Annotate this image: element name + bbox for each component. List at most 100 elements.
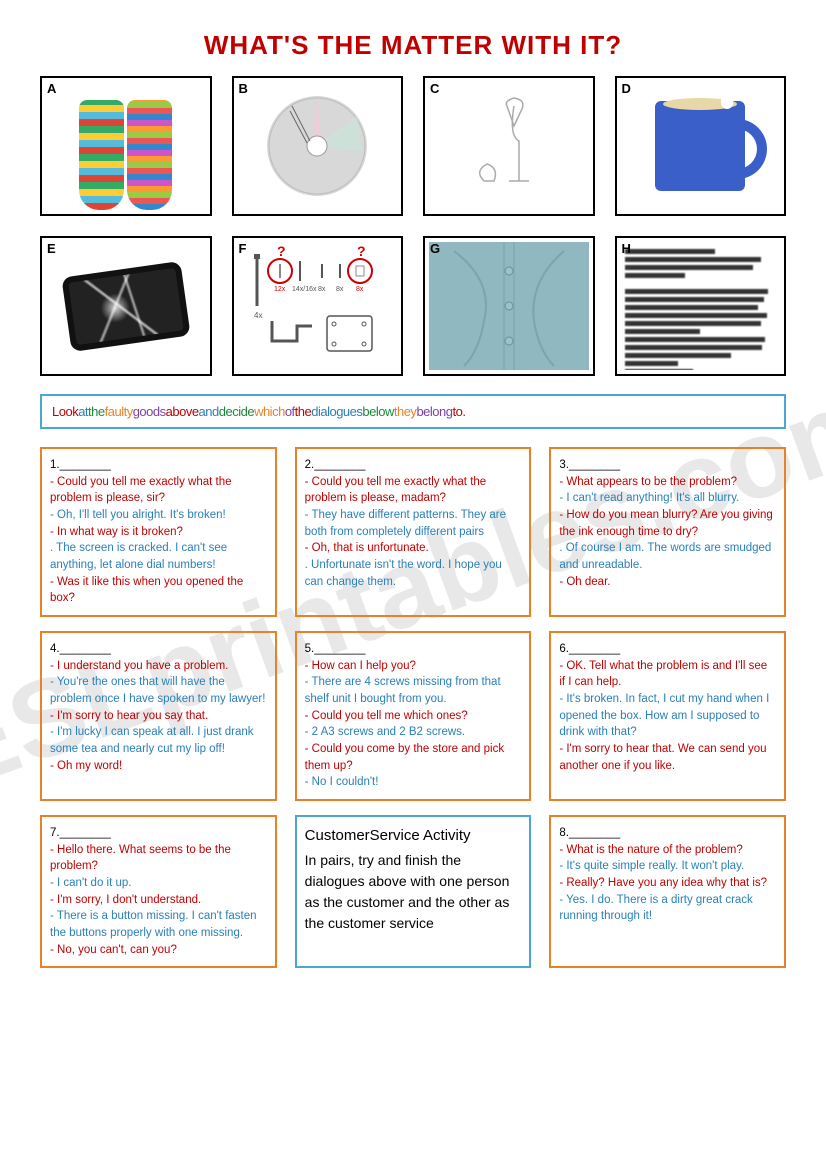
dialogue-line: - Oh, I'll tell you alright. It's broken… <box>50 507 267 524</box>
instruction-word: dialogues <box>311 404 362 419</box>
svg-text:4x: 4x <box>254 311 262 320</box>
image-card-h: H <box>615 236 787 376</box>
dialogue-number: 8.________ <box>559 827 620 839</box>
image-card-e: E <box>40 236 212 376</box>
dialogue-number: 7.________ <box>50 827 111 839</box>
instruction-word: below <box>362 404 393 419</box>
dialogue-line: - Hello there. What seems to be the prob… <box>50 842 267 875</box>
image-card-a: A <box>40 76 212 216</box>
dialogue-number: 3.________ <box>559 459 620 471</box>
image-letter: D <box>622 81 631 96</box>
image-letter: E <box>47 241 56 256</box>
dialogue-line: - I'm sorry to hear you say that. <box>50 708 267 725</box>
image-card-b: B <box>232 76 404 216</box>
dialogue-line: - You're the ones that will have the pro… <box>50 674 267 707</box>
instruction-word: they <box>394 404 417 419</box>
instruction-word: faulty <box>105 404 133 419</box>
dialogue-line: - Could you tell me which ones? <box>305 708 522 725</box>
image-letter: G <box>430 241 440 256</box>
instruction-word: above <box>166 404 199 419</box>
image-shirt <box>429 242 589 370</box>
dialogue-box: 2.________ - Could you tell me exactly wh… <box>295 447 532 617</box>
svg-text:8x: 8x <box>318 286 326 293</box>
instruction-word: of <box>285 404 295 419</box>
image-card-f: F 4x ? 12x 14x/16x 8x 8x ? <box>232 236 404 376</box>
dialogue-number: 6.________ <box>559 643 620 655</box>
image-grid: A B C <box>40 76 786 376</box>
svg-text:14x/16x: 14x/16x <box>292 286 317 293</box>
dialogue-line: - They have different patterns. They are… <box>305 507 522 540</box>
dialogue-line: - I'm sorry, I don't understand. <box>50 892 267 909</box>
instruction-box: Lookatthefaultygoodsaboveanddecidewhicho… <box>40 394 786 429</box>
svg-text:?: ? <box>357 246 366 259</box>
activity-title: CustomerService Activity <box>305 825 522 848</box>
dialogue-line: - I'm lucky I can speak at all. I just d… <box>50 724 267 757</box>
instruction-word: to. <box>452 404 465 419</box>
image-screws: 4x ? 12x 14x/16x 8x 8x ? 8x <box>238 242 398 370</box>
svg-text:8x: 8x <box>336 286 344 293</box>
dialogue-line: - 2 A3 screws and 2 B2 screws. <box>305 724 522 741</box>
dialogue-line: - I can't read anything! It's all blurry… <box>559 490 776 507</box>
activity-body: In pairs, try and finish the dialogues a… <box>305 850 522 934</box>
dialogue-line: . Of course I am. The words are smudged … <box>559 540 776 573</box>
image-socks <box>46 82 206 210</box>
dialogue-line: - I understand you have a problem. <box>50 658 267 675</box>
dialogue-number: 5.________ <box>305 643 366 655</box>
dialogue-line: . The screen is cracked. I can't see any… <box>50 540 267 573</box>
instruction-word: decide <box>219 404 254 419</box>
dialogue-line: - How do you mean blurry? Are you giving… <box>559 507 776 540</box>
dialogue-line: - I'm sorry to hear that. We can send yo… <box>559 741 776 774</box>
dialogue-line: - Could you tell me exactly what the pro… <box>305 474 522 507</box>
dialogue-box: 1.________ - Could you tell me exactly wh… <box>40 447 277 617</box>
image-mug <box>621 82 781 210</box>
dialogue-box: 5.________ - How can I help you?- There a… <box>295 631 532 801</box>
instruction-word: and <box>199 404 219 419</box>
dialogue-line: - No, you can't, can you? <box>50 942 267 959</box>
dialogue-line: - There are 4 screws missing from that s… <box>305 674 522 707</box>
dialogue-line: - In what way is it broken? <box>50 524 267 541</box>
dialogue-line: - Could you come by the store and pick t… <box>305 741 522 774</box>
dialogue-line: - No I couldn't! <box>305 774 522 791</box>
image-card-c: C <box>423 76 595 216</box>
dialogue-line: - Really? Have you any idea why that is? <box>559 875 776 892</box>
dialogue-number: 1.________ <box>50 459 111 471</box>
dialogue-line: - Could you tell me exactly what the pro… <box>50 474 267 507</box>
dialogue-line: - What is the nature of the problem? <box>559 842 776 859</box>
instruction-word: belong <box>416 404 452 419</box>
dialogue-box: 8.________ - What is the nature of the pr… <box>549 815 786 968</box>
image-letter: A <box>47 81 56 96</box>
activity-box: CustomerService ActivityIn pairs, try an… <box>295 815 532 968</box>
image-card-g: G <box>423 236 595 376</box>
dialogue-line: - Yes. I do. There is a dirty great crac… <box>559 892 776 925</box>
dialogue-line: - There is a button missing. I can't fas… <box>50 908 267 941</box>
instruction-word: at <box>78 404 88 419</box>
dialogue-line: - It's quite simple really. It won't pla… <box>559 858 776 875</box>
dialogue-box: 7.________ - Hello there. What seems to b… <box>40 815 277 968</box>
dialogue-box: 6.________ - OK. Tell what the problem is… <box>549 631 786 801</box>
image-letter: B <box>239 81 248 96</box>
svg-text:8x: 8x <box>356 286 364 293</box>
image-letter: C <box>430 81 439 96</box>
dialogue-line: - How can I help you? <box>305 658 522 675</box>
instruction-word: the <box>88 404 105 419</box>
image-card-d: D <box>615 76 787 216</box>
svg-text:?: ? <box>277 246 286 259</box>
instruction-word: goods <box>133 404 166 419</box>
image-glass <box>429 82 589 210</box>
dialogue-line: - Was it like this when you opened the b… <box>50 574 267 607</box>
image-letter: F <box>239 241 247 256</box>
dialogue-line: - It's broken. In fact, I cut my hand wh… <box>559 691 776 741</box>
dialogue-line: - What appears to be the problem? <box>559 474 776 491</box>
dialogue-line: . Unfortunate isn't the word. I hope you… <box>305 557 522 590</box>
dialogue-number: 4.________ <box>50 643 111 655</box>
dialogue-number: 2.________ <box>305 459 366 471</box>
page-title: WHAT'S THE MATTER WITH IT? <box>40 30 786 61</box>
dialogue-box: 3.________ - What appears to be the probl… <box>549 447 786 617</box>
dialogue-line: - Oh, that is unfortunate. <box>305 540 522 557</box>
dialogue-box: 4.________ - I understand you have a prob… <box>40 631 277 801</box>
dialogue-line: - Oh dear. <box>559 574 776 591</box>
dialogue-line: - OK. Tell what the problem is and I'll … <box>559 658 776 691</box>
dialogue-line: - Oh my word! <box>50 758 267 775</box>
instruction-word: which <box>254 404 285 419</box>
image-letter: H <box>622 241 631 256</box>
